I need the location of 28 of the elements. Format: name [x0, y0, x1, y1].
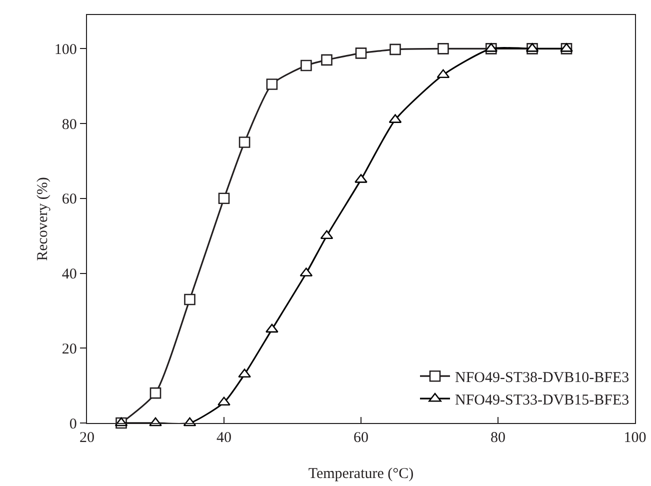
y-tick-label: 80 [62, 116, 77, 133]
point [355, 48, 367, 59]
point [436, 69, 450, 78]
point [184, 294, 196, 306]
point [218, 396, 230, 406]
x-tick-label: 20 [80, 430, 94, 446]
point [266, 78, 278, 90]
point [300, 60, 312, 72]
legend-label: NFO49-ST38-DVB10-BFE3 [455, 370, 630, 386]
point [238, 136, 250, 148]
point [150, 387, 162, 399]
y-tick-label: 100 [54, 42, 77, 58]
point [321, 54, 332, 66]
y-axis-title: Recovery (%) [34, 177, 51, 261]
point [438, 43, 449, 54]
point [218, 192, 230, 204]
point [266, 324, 278, 333]
legend-label: NFO49-ST33-DVB15-BFE3 [455, 392, 630, 408]
x-axis-title: Temperature (°C) [308, 466, 414, 482]
y-tick-label: 0 [69, 416, 77, 432]
y-tick-label: 40 [62, 266, 77, 283]
x-tick-label: 60 [354, 430, 368, 446]
point [390, 44, 401, 56]
x-tick-label: 40 [216, 430, 232, 446]
y-tick-label: 20 [62, 341, 77, 358]
x-tick-label: 80 [490, 430, 506, 446]
x-tick-label: 100 [624, 430, 646, 446]
y-tick-label: 60 [62, 192, 77, 208]
